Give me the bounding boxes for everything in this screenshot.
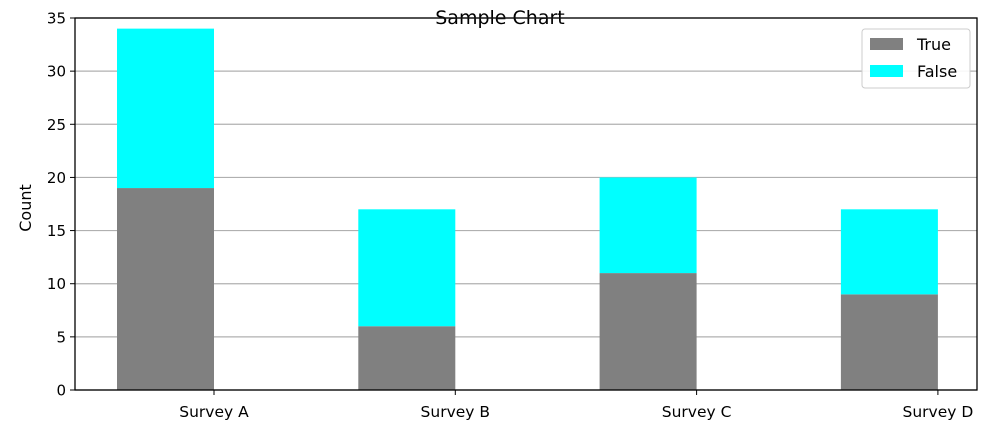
bar-true-0 bbox=[117, 188, 214, 390]
y-tick-label: 25 bbox=[47, 116, 66, 134]
bar-false-3 bbox=[840, 209, 938, 295]
y-axis-ticks: 0 5 10 15 20 25 30 35 bbox=[47, 10, 75, 400]
legend: True False bbox=[861, 28, 971, 89]
x-tick-label: Survey B bbox=[421, 403, 490, 421]
legend-label-false: False bbox=[917, 62, 957, 81]
y-tick-label: 35 bbox=[47, 10, 66, 28]
y-axis-label: Count bbox=[16, 184, 35, 232]
x-tick-label: Survey D bbox=[903, 403, 974, 421]
legend-swatch-false bbox=[870, 65, 903, 77]
y-tick-label: 15 bbox=[47, 222, 66, 240]
bar-false-1 bbox=[358, 209, 456, 327]
y-tick-label: 30 bbox=[47, 63, 66, 81]
legend-label-true: True bbox=[916, 35, 951, 54]
bar-false-0 bbox=[117, 28, 214, 189]
x-axis-ticks: Survey A Survey B Survey C Survey D bbox=[179, 390, 973, 421]
bars bbox=[117, 28, 938, 390]
bar-true-3 bbox=[840, 294, 938, 390]
y-tick-label: 10 bbox=[47, 275, 66, 293]
bar-false-2 bbox=[599, 177, 697, 274]
y-tick-label: 0 bbox=[56, 382, 66, 400]
x-tick-label: Survey C bbox=[662, 403, 732, 421]
x-tick-label: Survey A bbox=[179, 403, 249, 421]
legend-swatch-true bbox=[870, 38, 903, 50]
y-tick-label: 20 bbox=[47, 169, 66, 187]
y-tick-label: 5 bbox=[56, 328, 66, 346]
bar-true-1 bbox=[358, 326, 456, 390]
bar-true-2 bbox=[599, 273, 697, 390]
plot-frame bbox=[74, 17, 978, 391]
